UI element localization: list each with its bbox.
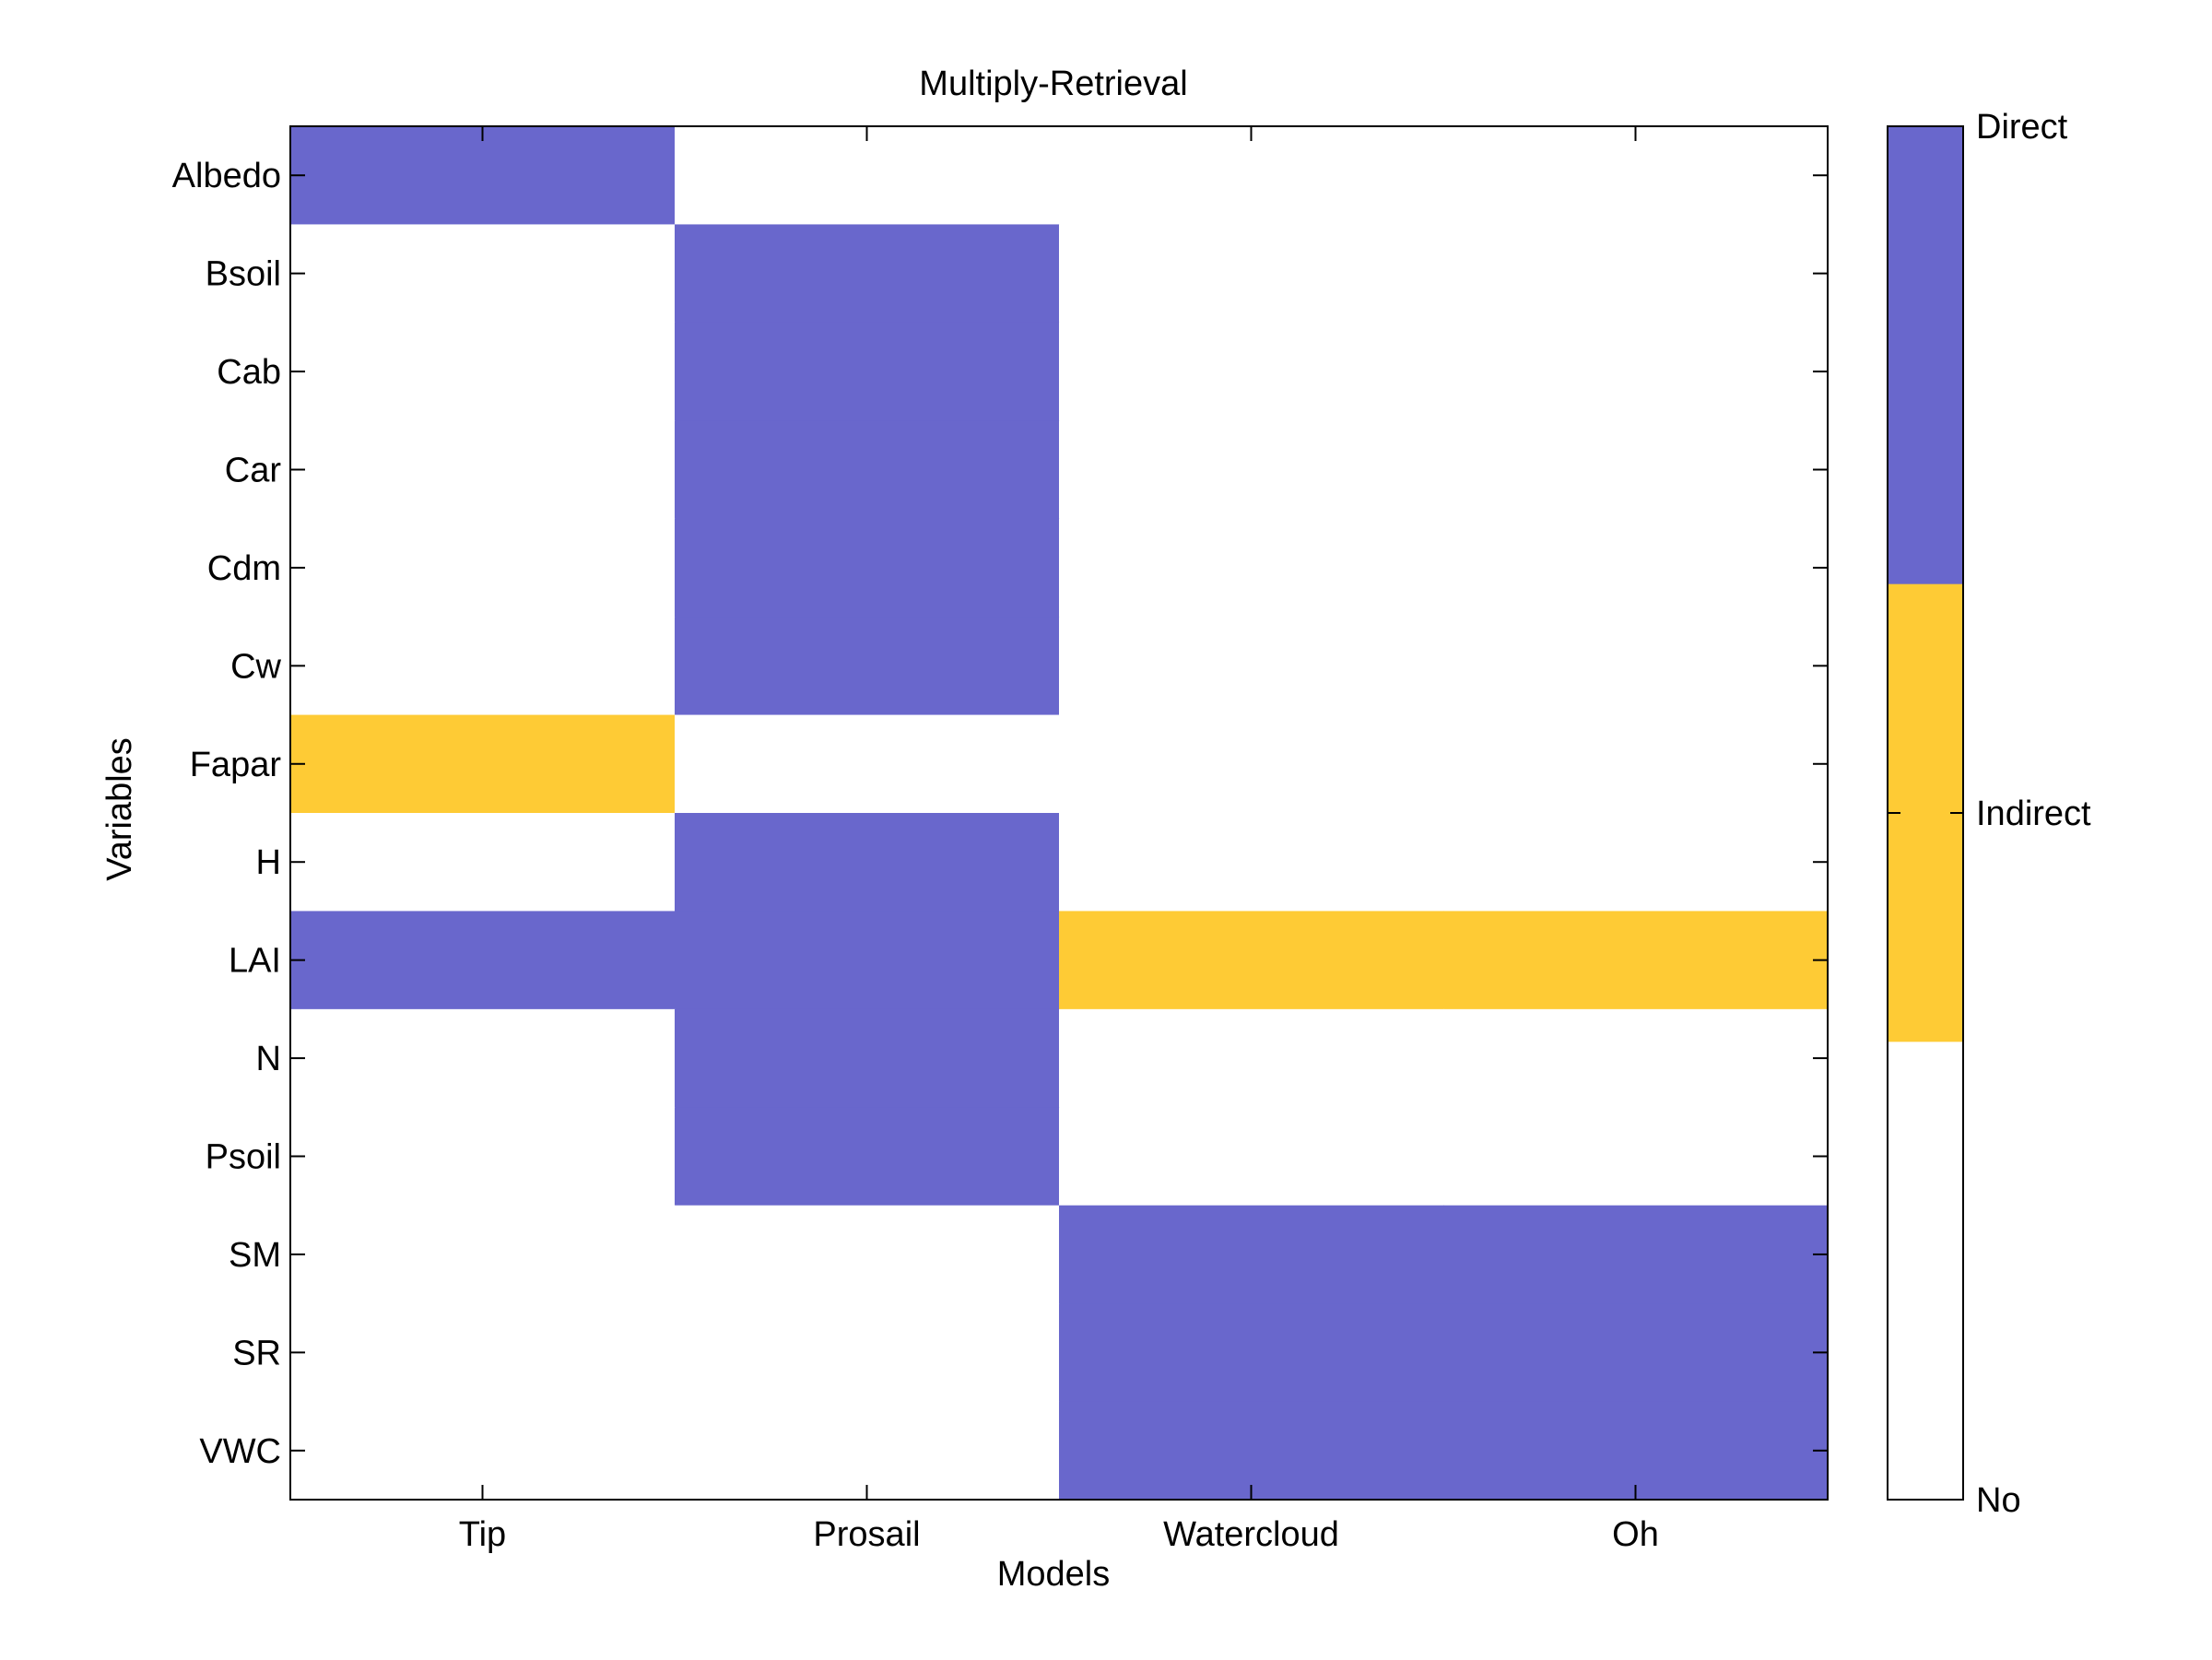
heatmap-cell-LAI-Tip <box>290 911 676 1010</box>
heatmap-cell-Cw-Prosail <box>675 617 1060 716</box>
y-tick-label: Cw <box>230 647 281 686</box>
heatmap-cell-N-Oh <box>1443 1008 1829 1108</box>
heatmap-cell-Psoil-Tip <box>290 1107 676 1207</box>
colorbar-label-indirect: Indirect <box>1976 795 2091 833</box>
heatmap-cell-Bsoil-Watercloud <box>1059 224 1444 324</box>
heatmap-cell-Cw-Oh <box>1443 617 1829 716</box>
heatmap-cell-Cab-Oh <box>1443 322 1829 421</box>
heatmap-cell-Albedo-Tip <box>290 126 676 226</box>
heatmap-cell-Albedo-Watercloud <box>1059 126 1444 226</box>
heatmap-cell-SR-Tip <box>290 1303 676 1403</box>
y-tick-label: Fapar <box>190 746 282 784</box>
y-tick-label: VWC <box>199 1432 281 1471</box>
y-tick-label: SR <box>232 1334 281 1372</box>
heatmap-cell-H-Watercloud <box>1059 813 1444 912</box>
y-tick-label: H <box>256 843 281 882</box>
heatmap-cell-LAI-Oh <box>1443 911 1829 1010</box>
heatmap-cell-VWC-Prosail <box>675 1401 1060 1501</box>
plot-axes <box>289 125 1829 1501</box>
heatmap-cell-Cw-Tip <box>290 617 676 716</box>
y-tick-label: Cab <box>217 353 281 392</box>
heatmap-cell-N-Watercloud <box>1059 1008 1444 1108</box>
heatmap-cell-SR-Prosail <box>675 1303 1060 1403</box>
heatmap-cell-Cdm-Watercloud <box>1059 518 1444 618</box>
heatmap-cell-H-Prosail <box>675 813 1060 912</box>
y-tick-label: SM <box>229 1236 281 1275</box>
y-axis-ticks: Albedo Bsoil Cab Car Cdm Cw Fapar H LAI N Psoil SM S… <box>172 157 1828 1471</box>
heatmap-cell-Albedo-Oh <box>1443 126 1829 226</box>
heatmap-cell-Fapar-Oh <box>1443 714 1829 814</box>
heatmap-cell-Cdm-Tip <box>290 518 676 618</box>
x-axis-ticks: Tip Prosail Watercloud Oh <box>459 126 1659 1554</box>
y-tick-label: Albedo <box>172 157 281 195</box>
heatmap-cell-Albedo-Prosail <box>675 126 1060 226</box>
colorbar-segment-direct <box>1888 126 1963 585</box>
heatmap-cell-SM-Prosail <box>675 1205 1060 1304</box>
heatmap-cell-Fapar-Tip <box>290 714 676 814</box>
x-tick-label: Tip <box>459 1515 506 1554</box>
y-tick-label: Cdm <box>207 549 281 588</box>
heatmap-cell-Bsoil-Oh <box>1443 224 1829 324</box>
x-tick-label: Watercloud <box>1163 1515 1339 1554</box>
y-tick-label: Psoil <box>206 1138 281 1177</box>
heatmap-cell-VWC-Watercloud <box>1059 1401 1444 1501</box>
y-tick-label: N <box>256 1040 281 1078</box>
heatmap-cells <box>290 126 1829 1501</box>
heatmap-cell-Cdm-Oh <box>1443 518 1829 618</box>
heatmap-cell-N-Tip <box>290 1008 676 1108</box>
heatmap-cell-Cab-Tip <box>290 322 676 421</box>
heatmap-cell-SR-Watercloud <box>1059 1303 1444 1403</box>
y-tick-label: Car <box>225 452 282 490</box>
heatmap-cell-N-Prosail <box>675 1008 1060 1108</box>
heatmap-cell-Cdm-Prosail <box>675 518 1060 618</box>
heatmap-cell-SR-Oh <box>1443 1303 1829 1403</box>
heatmap-cell-Psoil-Oh <box>1443 1107 1829 1207</box>
x-axis-label: Models <box>997 1555 1111 1594</box>
plot-frame <box>289 125 1829 1501</box>
heatmap-cell-Car-Prosail <box>675 420 1060 520</box>
heatmap-cell-VWC-Oh <box>1443 1401 1829 1501</box>
heatmap-cell-Fapar-Watercloud <box>1059 714 1444 814</box>
colorbar-label-direct: Direct <box>1976 108 2068 147</box>
heatmap-cell-Bsoil-Tip <box>290 224 676 324</box>
heatmap-cell-SM-Tip <box>290 1205 676 1304</box>
heatmap-cell-Car-Tip <box>290 420 676 520</box>
heatmap-cell-LAI-Prosail <box>675 911 1060 1010</box>
heatmap-cell-VWC-Tip <box>290 1401 676 1501</box>
heatmap-cell-H-Tip <box>290 813 676 912</box>
heatmap-cell-Fapar-Prosail <box>675 714 1060 814</box>
y-tick-label: LAI <box>229 942 281 981</box>
heatmap-cell-Cw-Watercloud <box>1059 617 1444 716</box>
heatmap-cell-Car-Watercloud <box>1059 420 1444 520</box>
y-axis-label: Variables <box>100 737 139 881</box>
x-tick-label: Prosail <box>813 1515 920 1554</box>
heatmap-cell-Psoil-Watercloud <box>1059 1107 1444 1207</box>
chart-title: Multiply-Retrieval <box>919 65 1187 103</box>
heatmap-cell-Psoil-Prosail <box>675 1107 1060 1207</box>
colorbar: No Indirect Direct <box>1887 108 2091 1520</box>
heatmap-cell-SM-Oh <box>1443 1205 1829 1304</box>
colorbar-label-no: No <box>1976 1481 2021 1520</box>
heatmap-cell-H-Oh <box>1443 813 1829 912</box>
heatmap-cell-Bsoil-Prosail <box>675 224 1060 324</box>
heatmap-cell-LAI-Watercloud <box>1059 911 1444 1010</box>
heatmap-cell-SM-Watercloud <box>1059 1205 1444 1304</box>
colorbar-segment-no <box>1888 1042 1963 1501</box>
heatmap-cell-Cab-Watercloud <box>1059 322 1444 421</box>
heatmap-cell-Car-Oh <box>1443 420 1829 520</box>
y-tick-label: Bsoil <box>206 255 281 294</box>
x-tick-label: Oh <box>1612 1515 1659 1554</box>
heatmap-cell-Cab-Prosail <box>675 322 1060 421</box>
